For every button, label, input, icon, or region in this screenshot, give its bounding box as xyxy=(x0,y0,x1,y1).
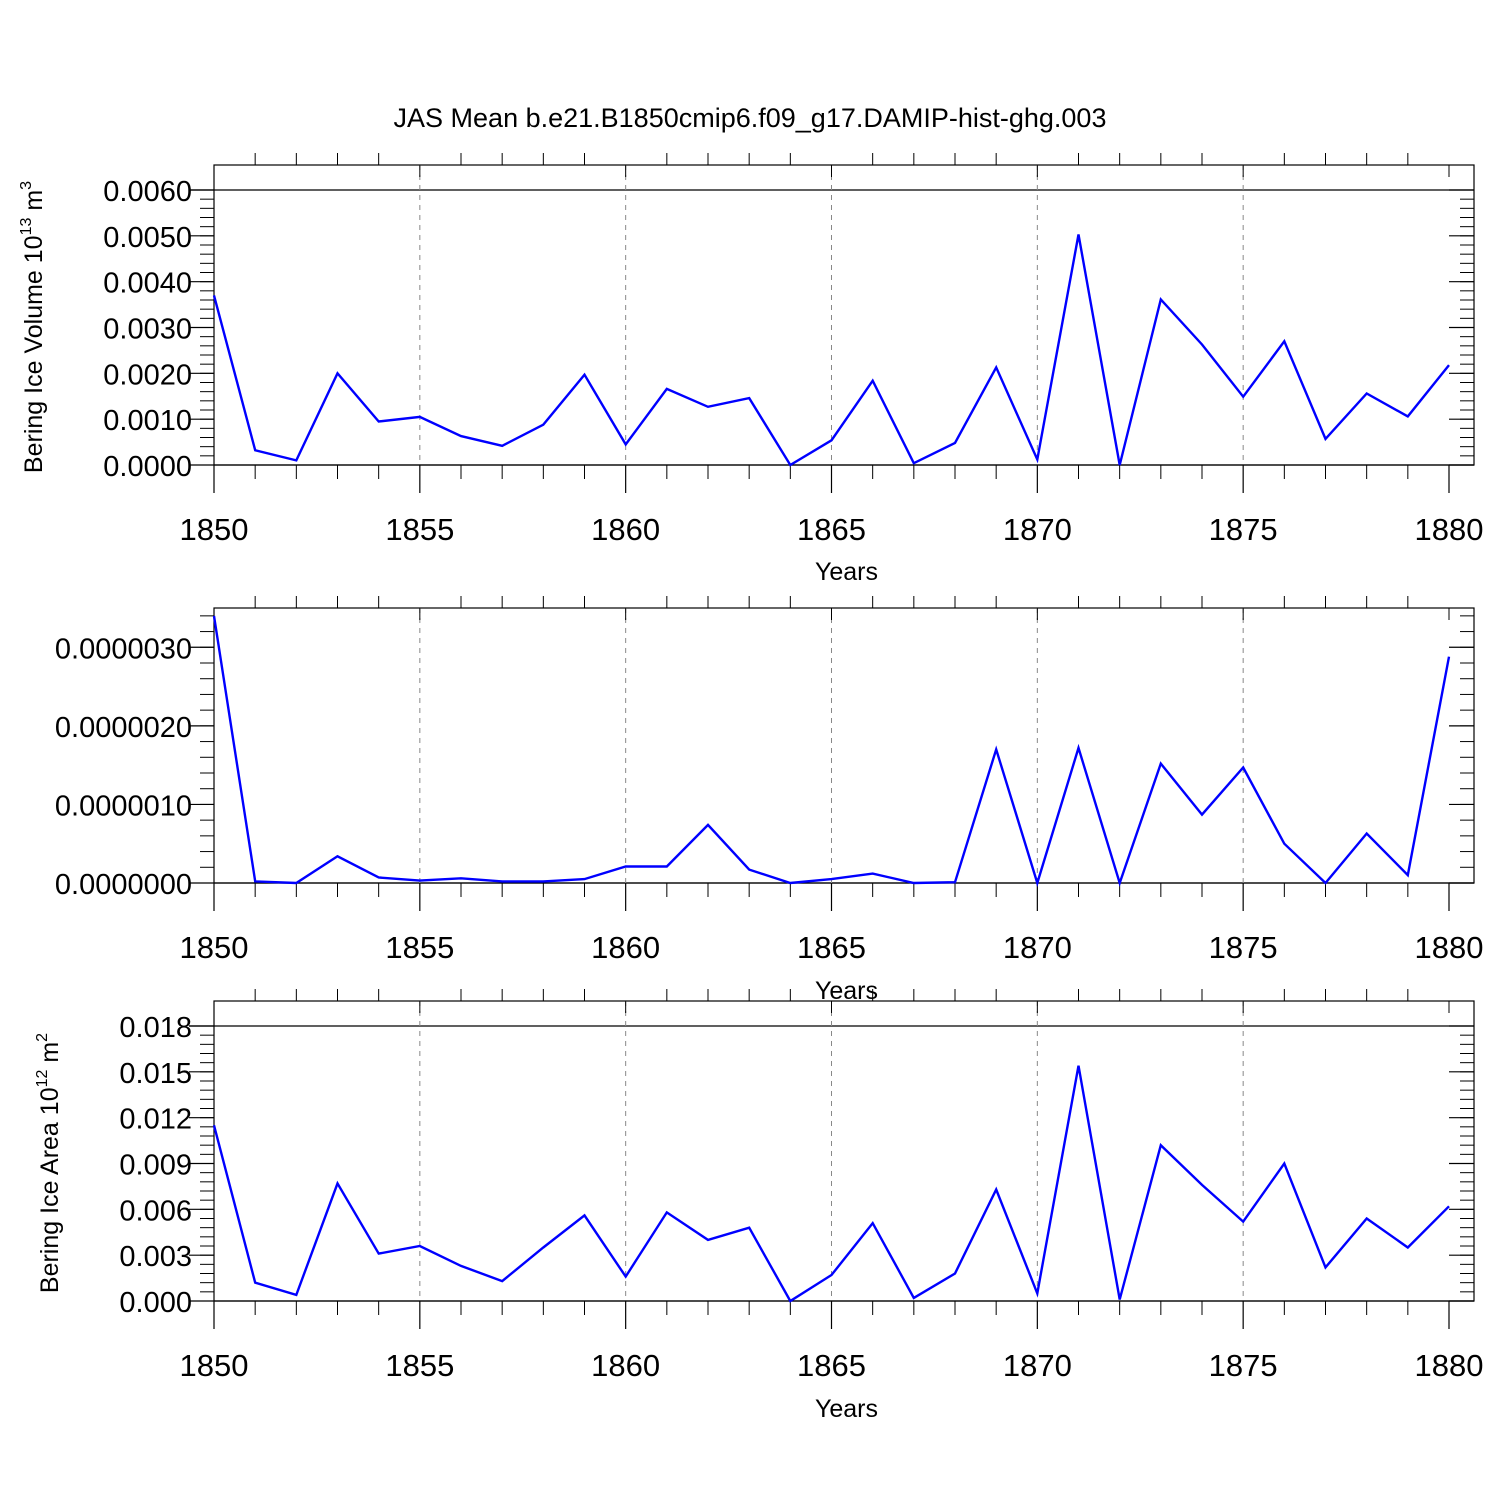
plot-frame xyxy=(213,1000,1475,1302)
chart-panel-1: 1850 1855 1860 1865 1870 1875 1880 0.0000 0.0010… xyxy=(18,153,1483,586)
y-tick-label: 0.009 xyxy=(119,1150,192,1182)
x-tick-label: 1860 xyxy=(591,512,660,547)
y-tick-label: 0.018 xyxy=(119,1012,192,1044)
chart-panel-3: 1850 1855 1860 1865 1870 1875 1880 0.000 0.003 0.… xyxy=(34,989,1483,1423)
plot-frame xyxy=(213,164,1475,466)
y-tick-label: 0.0010 xyxy=(103,405,192,437)
x-tick-label: 1860 xyxy=(591,1348,660,1383)
y-tick-label: 0.003 xyxy=(119,1241,192,1273)
chart-panel-2: 1850 1855 1860 1865 1870 1875 1880 0.0000000 0.0… xyxy=(55,596,1484,1005)
x-tick-label: 1850 xyxy=(180,1348,249,1383)
y-tick-label: 0.0020 xyxy=(103,359,192,391)
y-tick-label: 0.0000030 xyxy=(55,633,192,665)
x-tick-label: 1870 xyxy=(1003,930,1072,965)
y-axis-title: Bering Ice Area 1012 m2 xyxy=(34,1033,64,1293)
x-axis-title: Years xyxy=(815,977,878,1005)
plot-frame xyxy=(213,607,1475,884)
y-tick-label: 0.0000020 xyxy=(55,712,192,744)
x-tick-label: 1865 xyxy=(797,512,866,547)
x-tick-label: 1870 xyxy=(1003,1348,1072,1383)
y-tick-label: 0.0040 xyxy=(103,268,192,300)
x-tick-label: 1875 xyxy=(1209,1348,1278,1383)
y-tick-label: 0.0050 xyxy=(103,222,192,254)
x-tick-label: 1865 xyxy=(797,1348,866,1383)
x-tick-label: 1855 xyxy=(385,512,454,547)
x-tick-label: 1850 xyxy=(180,512,249,547)
x-tick-label: 1875 xyxy=(1209,930,1278,965)
y-tick-label: 0.015 xyxy=(119,1058,192,1090)
y-tick-label: 0.0030 xyxy=(103,314,192,346)
y-tick-label: 0.012 xyxy=(119,1104,192,1136)
y-tick-label: 0.0000000 xyxy=(55,869,192,901)
y-tick-label: 0.0000010 xyxy=(55,790,192,822)
chart-panels: 1850 1855 1860 1865 1870 1875 1880 0.0000 0.0010… xyxy=(18,153,1483,1423)
x-tick-label: 1880 xyxy=(1415,930,1484,965)
y-tick-label: 0.006 xyxy=(119,1195,192,1227)
y-tick-label: 0.0000 xyxy=(103,451,192,483)
chart-title: JAS Mean b.e21.B1850cmip6.f09_g17.DAMIP-… xyxy=(394,103,1107,133)
y-tick-label: 0.000 xyxy=(119,1287,192,1319)
x-tick-label: 1860 xyxy=(591,930,660,965)
x-tick-label: 1875 xyxy=(1209,512,1278,547)
x-tick-label: 1880 xyxy=(1415,512,1484,547)
x-axis-title: Years xyxy=(815,558,878,586)
x-tick-label: 1855 xyxy=(385,1348,454,1383)
x-tick-label: 1865 xyxy=(797,930,866,965)
y-tick-label: 0.0060 xyxy=(103,176,192,208)
x-tick-label: 1870 xyxy=(1003,512,1072,547)
x-tick-label: 1850 xyxy=(180,930,249,965)
x-tick-label: 1855 xyxy=(385,930,454,965)
y-axis-title: Bering Ice Volume 1013 m3 xyxy=(18,181,48,473)
x-axis-title: Years xyxy=(815,1395,878,1423)
x-tick-label: 1880 xyxy=(1415,1348,1484,1383)
